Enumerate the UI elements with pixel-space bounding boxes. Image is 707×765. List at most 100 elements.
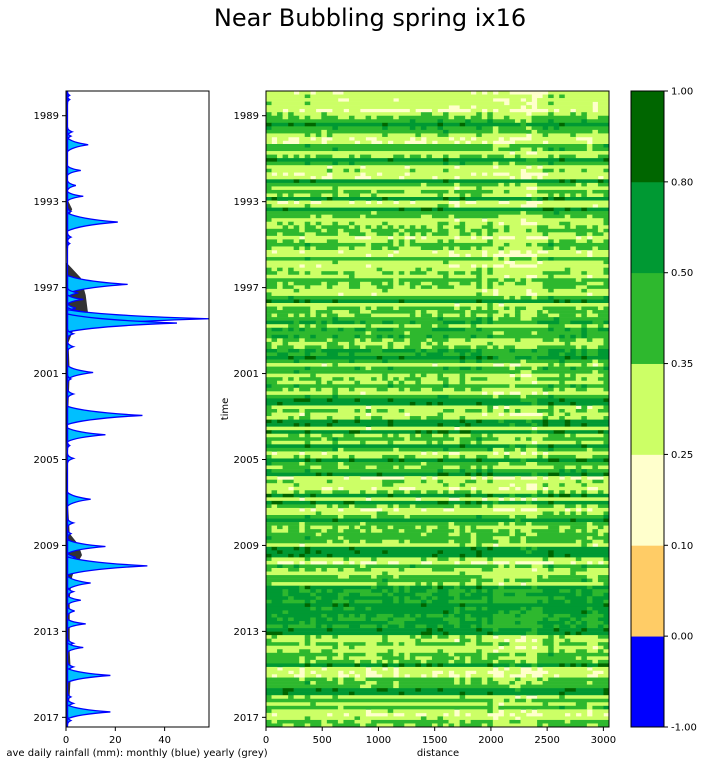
heatmap-cell	[426, 416, 444, 420]
heatmap-cell	[498, 356, 516, 360]
heatmap-cell	[354, 433, 383, 438]
heatmap-cell	[409, 437, 455, 442]
heatmap-cell	[332, 161, 339, 166]
heatmap-cell	[470, 592, 494, 597]
heatmap-cell	[520, 613, 549, 618]
heatmap-cell	[288, 295, 294, 300]
monthly-rainfall-peak	[66, 293, 84, 306]
heatmap-cell	[277, 345, 294, 350]
heatmap-cell	[348, 645, 355, 650]
heatmap-cell	[393, 271, 400, 276]
heatmap-cell	[514, 476, 521, 480]
heatmap-cell	[586, 232, 593, 237]
heatmap-cell	[526, 359, 560, 364]
heatmap-cell	[492, 659, 499, 664]
heatmap-cell	[575, 246, 593, 251]
heatmap-cell	[293, 313, 300, 318]
heatmap-cell	[315, 507, 339, 512]
heatmap-cell	[321, 465, 339, 470]
heatmap-cell	[476, 589, 483, 594]
heatmap-cell	[360, 285, 377, 290]
heatmap-cell	[498, 419, 505, 424]
heatmap-cell	[570, 179, 577, 184]
heatmap-cell	[354, 677, 366, 682]
heatmap-cell	[575, 490, 582, 495]
heatmap-cell	[371, 617, 389, 622]
heatmap-cell	[437, 348, 449, 353]
heatmap-cell	[348, 504, 355, 509]
heatmap-cell	[266, 532, 317, 537]
heatmap-cell	[559, 94, 566, 99]
heatmap-cell	[437, 204, 449, 208]
heatmap-cell	[266, 151, 510, 155]
heatmap-cell	[310, 115, 322, 120]
heatmap-cell	[437, 271, 449, 276]
heatmap-cell	[404, 345, 422, 350]
heatmap-cell	[476, 324, 549, 329]
heatmap-cell	[310, 310, 317, 314]
heatmap-cell	[415, 352, 422, 357]
heatmap-cell	[481, 348, 510, 353]
heatmap-cell	[448, 557, 460, 562]
heatmap-cell	[266, 147, 333, 152]
heatmap-cell	[520, 295, 532, 300]
heatmap-cell	[315, 380, 322, 385]
heatmap-cell	[553, 465, 566, 470]
heatmap-cell	[310, 550, 317, 555]
heatmap-cell	[492, 709, 499, 714]
heatmap-cell	[492, 719, 510, 724]
heatmap-cell	[426, 663, 433, 668]
heatmap-cell	[360, 416, 372, 420]
heatmap-cell	[437, 423, 444, 427]
heatmap-cell	[548, 416, 560, 420]
heatmap-cell	[548, 366, 571, 371]
heatmap-cell	[332, 553, 433, 558]
heatmap-cell	[492, 546, 521, 551]
heatmap-cell	[266, 681, 306, 685]
heatmap-cell	[514, 592, 527, 597]
heatmap-cell	[409, 338, 427, 343]
heatmap-cell	[282, 327, 289, 332]
heatmap-cell	[426, 232, 433, 237]
heatmap-cell	[409, 652, 449, 657]
heatmap-cell	[343, 557, 350, 562]
heatmap-cell	[592, 712, 604, 717]
heatmap-cell	[514, 483, 527, 488]
colorbar-tick-label: -1.00	[671, 723, 697, 734]
heatmap-cell	[526, 306, 543, 311]
heatmap-cell	[443, 433, 449, 438]
heatmap-cell	[481, 490, 538, 495]
heatmap-cell	[382, 221, 389, 226]
heatmap-cell	[415, 225, 422, 230]
heatmap-cell	[310, 649, 322, 654]
heatmap-cell	[266, 242, 306, 247]
heatmap-cell	[559, 122, 566, 127]
heatmap-cell	[415, 635, 422, 639]
heatmap-cell	[553, 161, 609, 166]
heatmap-cell	[548, 91, 609, 95]
heatmap-cell	[348, 115, 355, 120]
heatmap-cell	[393, 232, 400, 237]
heatmap-cell	[382, 126, 389, 131]
heatmap-cell	[492, 642, 499, 647]
heatmap-cell	[465, 416, 543, 420]
heatmap-cell	[299, 320, 317, 325]
heatmap-cell	[559, 398, 566, 403]
heatmap-cell	[586, 324, 599, 329]
heatmap-cell	[266, 476, 278, 480]
heatmap-cell	[332, 299, 339, 304]
heatmap-cell	[503, 670, 521, 675]
heatmap-cell	[343, 568, 355, 572]
heatmap-cell	[514, 423, 532, 427]
heatmap-cell	[592, 709, 609, 714]
heatmap-cell	[454, 225, 466, 230]
heatmap-cell	[293, 723, 306, 727]
heatmap-cell	[542, 606, 588, 611]
heatmap-cell	[514, 313, 521, 318]
heatmap-cell	[376, 285, 394, 290]
heatmap-cell	[564, 197, 609, 201]
heatmap-cell	[470, 281, 477, 286]
heatmap-cell	[266, 144, 306, 148]
heatmap-cell	[503, 497, 510, 502]
heatmap-cell	[498, 278, 505, 283]
